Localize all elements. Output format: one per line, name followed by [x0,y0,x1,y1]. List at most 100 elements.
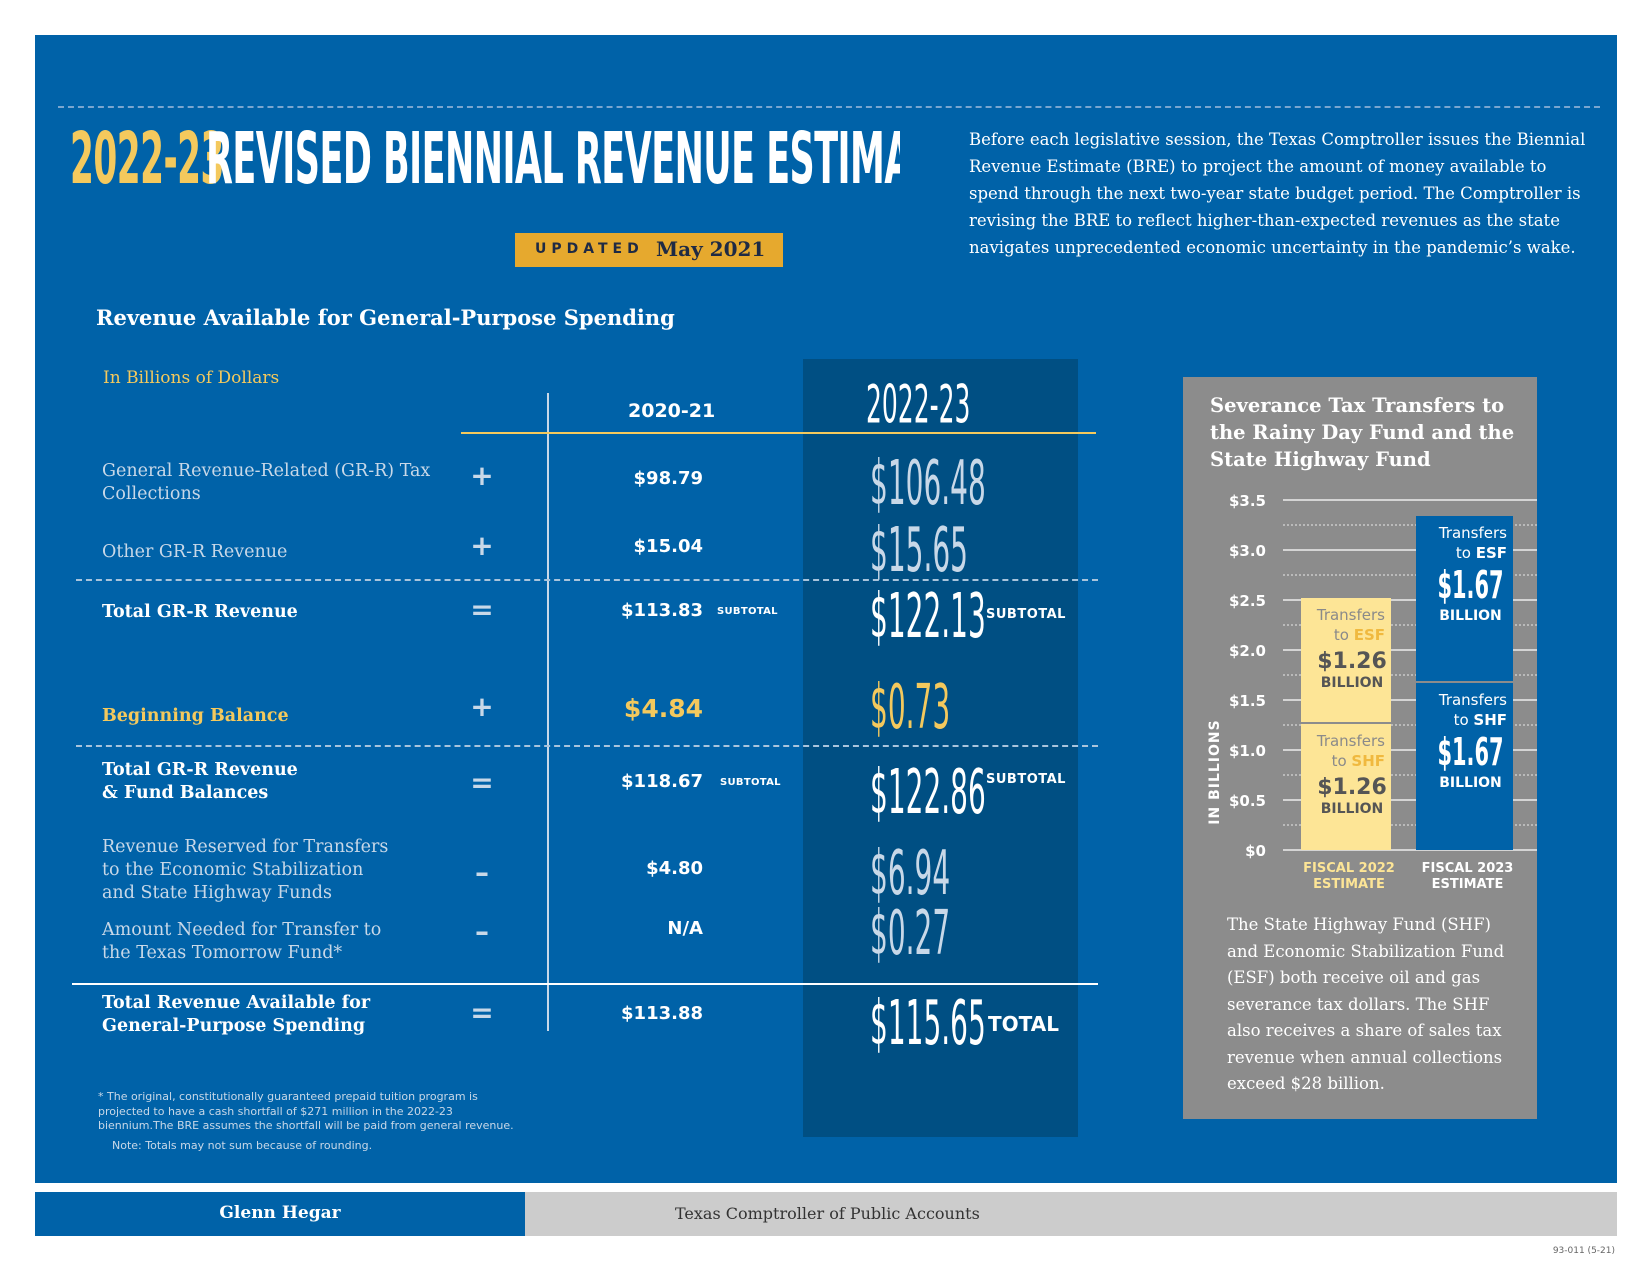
row-value-2020-21: $4.84 [623,694,703,723]
total-tag-2022-23: TOTAL [988,1012,1059,1036]
row-value-2022-23: $15.65 [870,515,968,587]
row-value-2020-21: $98.79 [633,468,703,489]
row-value-2020-21: $118.67 [621,771,703,792]
x-category-label: ESTIMATE [1313,877,1385,892]
segment-fund-label: to SHF [1332,752,1385,770]
row-operator: – [475,856,489,889]
row-label-gr-tax-collections: General Revenue-Related (GR-R) Tax Colle… [102,461,431,504]
bar-segment-esf [1301,598,1391,722]
x-category-label: ESTIMATE [1432,877,1504,892]
row-value-2020-21: N/A [667,918,703,939]
row-operator: = [470,996,494,1029]
label-line: General-Purpose Spending [102,1016,366,1036]
document-code: 93-011 (5-21) [1552,1246,1615,1256]
row-label-total-gr-revenue: Total GR-R Revenue [102,602,298,622]
segment-to-word: to [1456,544,1476,562]
bar-segment-shf [1301,724,1391,850]
x-category-label: FISCAL 2023 [1422,861,1514,876]
row-value-2022-23: $6.94 [870,838,951,910]
segment-value-label: $1.26 [1317,649,1387,674]
subtotal-tag-2022-23: SUBTOTAL [986,607,1066,622]
row-value-2020-21: $113.83 [621,600,703,621]
y-tick-label: $3.5 [1229,492,1266,510]
segment-to-word: to [1334,626,1354,644]
row-operator: + [470,690,494,723]
footer-agency-bar: Texas Comptroller of Public Accounts [525,1192,1617,1236]
segment-value-label: $1.67 [1437,565,1503,608]
subtotal-divider-2 [76,745,1098,747]
row-operator: + [470,459,494,492]
label-line: Total GR-R Revenue [102,760,298,780]
row-operator: = [470,766,494,799]
segment-transfers-label: Transfers [1438,524,1507,542]
y-tick-label: $3.0 [1229,542,1266,560]
column-2022-23-background [803,359,1078,1137]
column-header-2020-21: 2020-21 [628,400,716,422]
top-divider [58,106,1600,108]
row-operator: + [470,529,494,562]
segment-fund-label: to ESF [1334,626,1385,644]
sidebar-text: The State Highway Fund (SHF) and Economi… [1227,915,1505,1093]
footnote: * The original, constitutionally guarant… [98,1090,514,1132]
page-title: 2022-23 REVISED BIENNIAL REVENUE ESTIMAT… [70,117,900,207]
row-value-2022-23: $0.27 [870,898,951,970]
y-tick-label: $0.5 [1229,792,1266,810]
segment-fund-name: SHF [1351,752,1385,770]
segment-billion-label: BILLION [1439,775,1502,791]
row-label-texas-tomorrow-fund: Amount Needed for Transfer to the Texas … [102,919,381,965]
label-line: Amount Needed for Transfer to [102,920,382,940]
column-divider [547,393,549,1031]
row-value-2022-23: $115.65 [870,988,986,1060]
label-line: the Texas Tomorrow Fund* [102,943,343,963]
row-label-total-gr-and-balances: Total GR-R Revenue & Fund Balances [102,759,298,805]
row-operator: = [470,593,494,626]
updated-label: UPDATED [535,241,644,257]
segment-billion-label: BILLION [1321,675,1384,691]
row-value-2020-21: $4.80 [646,858,703,879]
row-value-2022-23: $122.86 [870,757,986,829]
updated-date: May 2021 [656,237,766,261]
subtotal-tag-2022-23: SUBTOTAL [986,772,1066,787]
y-axis-label: IN BILLIONS [1207,719,1223,824]
segment-fund-name: ESF [1354,626,1385,644]
y-tick-label: $1.5 [1229,692,1266,710]
segment-transfers-label: Transfers [1438,691,1507,709]
segment-billion-label: BILLION [1439,608,1502,624]
label-line: and State Highway Funds [102,883,332,903]
sidebar-title: Severance Tax Transfers to the Rainy Day… [1210,394,1515,471]
comptroller-name: Glenn Hegar [219,1203,341,1223]
subtotal-tag-2020-21: SUBTOTAL [720,777,781,788]
severance-sidebar: Severance Tax Transfers to the Rainy Day… [1183,377,1537,1119]
bar-segment-esf [1416,516,1513,681]
title-text: REVISED BIENNIAL REVENUE ESTIMATE [206,117,900,201]
row-label-beginning-balance: Beginning Balance [102,706,289,726]
y-tick-label: $0 [1245,842,1266,860]
row-label-other-gr-revenue: Other GR-R Revenue [102,542,288,562]
label-line: & Fund Balances [102,783,269,803]
bar-segment-shf [1416,683,1513,850]
row-label-reserved-transfers: Revenue Reserved for Transfers to the Ec… [102,836,388,905]
severance-chart: $0 $0.5 $1.0 $1.5 $2.0 $2.5 $3.0 $3.5 IN BILLION… [1207,492,1537,892]
column-header-2022-23: 2022-23 [866,374,971,435]
segment-value-label: $1.26 [1317,775,1387,800]
segment-to-word: to [1454,711,1474,729]
row-value-2022-23: $0.73 [870,672,951,744]
total-divider [72,983,1098,985]
segment-billion-label: BILLION [1321,801,1384,817]
label-line: Total Revenue Available for [102,993,371,1013]
row-value-2020-21: $15.04 [633,536,703,557]
row-value-2020-21: $113.88 [621,1003,703,1024]
y-tick-label: $2.0 [1229,642,1266,660]
footer-name-bar: Glenn Hegar [35,1192,525,1236]
agency-name: Texas Comptroller of Public Accounts [675,1204,980,1223]
intro-paragraph: Before each legislative session, the Tex… [969,130,1586,257]
y-tick-label: $1.0 [1229,742,1266,760]
row-operator: – [475,915,489,948]
segment-transfers-label: Transfers [1316,732,1385,750]
row-label-total-available: Total Revenue Available for General-Purp… [102,992,370,1038]
subtotal-tag-2020-21: SUBTOTAL [717,606,778,617]
title-year: 2022-23 [70,117,224,201]
segment-value-label: $1.67 [1437,732,1503,775]
segment-fund-name: SHF [1473,711,1507,729]
section-title: Revenue Available for General-Purpose Sp… [96,305,675,330]
